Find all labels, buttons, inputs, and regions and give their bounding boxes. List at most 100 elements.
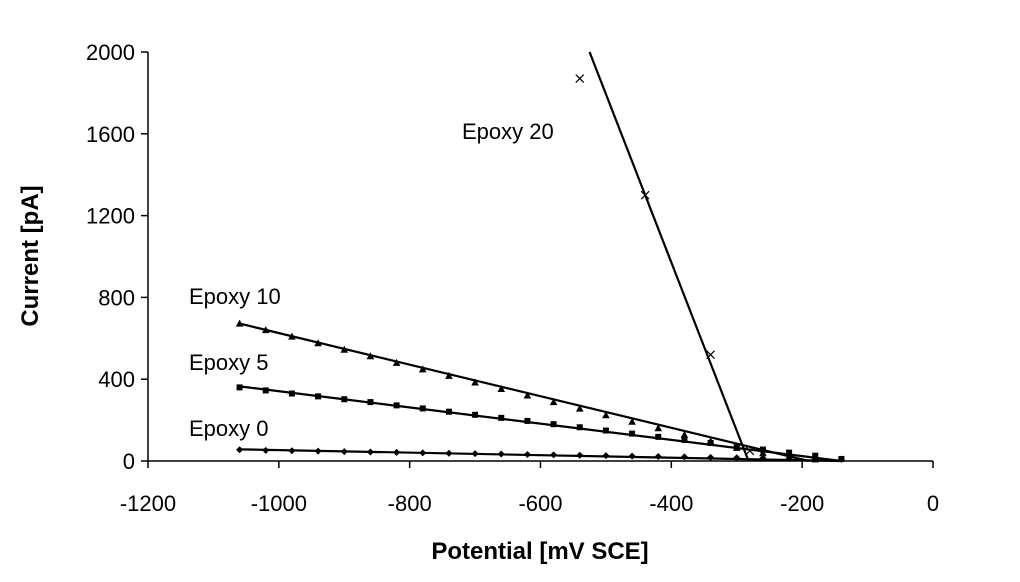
data-point xyxy=(640,190,650,200)
data-point xyxy=(393,448,401,456)
data-point xyxy=(472,411,479,418)
data-point xyxy=(745,446,755,456)
data-point xyxy=(262,387,269,394)
data-point xyxy=(366,448,374,456)
y-tick-label: 400 xyxy=(98,367,135,392)
data-point xyxy=(418,365,427,373)
y-axis-title: Current [pA] xyxy=(17,185,44,326)
data-point xyxy=(393,402,400,409)
data-point xyxy=(524,417,531,424)
data-point xyxy=(628,452,636,460)
data-point xyxy=(314,339,322,347)
axes: -1200 -1000 -800 -600 -400 -200 0 0 400 800 1200 1… xyxy=(86,40,939,516)
data-point xyxy=(236,446,244,454)
data-point xyxy=(707,453,715,461)
data-point xyxy=(602,427,609,434)
x-tick-label: -400 xyxy=(649,491,693,516)
y-ticks: 0 400 800 1200 1600 2000 xyxy=(86,40,148,474)
x-tick-label: -200 xyxy=(780,491,824,516)
y-tick-label: 2000 xyxy=(86,40,135,65)
fit-lines xyxy=(239,51,842,463)
data-point xyxy=(549,398,558,406)
y-tick-label: 0 xyxy=(123,449,135,474)
fit-line-epoxy-20 xyxy=(588,51,750,462)
data-point xyxy=(680,453,688,461)
series-label-epoxy-5: Epoxy 5 xyxy=(189,350,269,375)
data-point xyxy=(706,350,716,360)
data-point xyxy=(576,424,583,431)
data-point xyxy=(366,352,375,360)
x-tick-label: -600 xyxy=(518,491,562,516)
data-point xyxy=(550,451,558,459)
x-tick-label: -800 xyxy=(388,491,432,516)
fit-line-epoxy-0 xyxy=(239,448,842,463)
data-point xyxy=(419,405,426,412)
data-point xyxy=(471,378,479,386)
data-point xyxy=(733,454,741,462)
data-point xyxy=(497,385,506,393)
data-point xyxy=(367,399,374,406)
series-epoxy-10 xyxy=(235,319,820,463)
series-label-epoxy-20: Epoxy 20 xyxy=(462,119,554,144)
fit-line-epoxy-5 xyxy=(239,385,842,463)
data-point xyxy=(235,319,244,327)
series-label-epoxy-0: Epoxy 0 xyxy=(189,416,269,441)
data-point xyxy=(576,451,584,459)
x-axis-title: Potential [mV SCE] xyxy=(431,538,648,565)
data-point xyxy=(628,417,636,425)
data-point xyxy=(445,408,452,415)
data-point xyxy=(602,452,610,460)
y-tick-label: 800 xyxy=(98,285,135,310)
data-point xyxy=(341,396,348,403)
data-point xyxy=(498,414,505,421)
data-point xyxy=(392,358,401,366)
series-label-epoxy-10: Epoxy 10 xyxy=(189,284,281,309)
data-markers xyxy=(235,74,845,463)
data-point xyxy=(681,436,688,443)
data-point xyxy=(629,430,636,437)
data-point xyxy=(655,433,662,440)
data-point xyxy=(315,393,322,400)
series-epoxy-5 xyxy=(236,384,845,462)
data-point xyxy=(497,450,505,458)
y-tick-label: 1600 xyxy=(86,122,135,147)
series-epoxy-0 xyxy=(236,446,845,463)
data-point xyxy=(261,326,270,334)
data-point xyxy=(838,455,845,462)
x-tick-label: 0 xyxy=(927,491,939,516)
data-point xyxy=(550,421,557,428)
series-epoxy-20 xyxy=(575,74,755,456)
x-tick-label: -1000 xyxy=(251,491,307,516)
data-point xyxy=(340,448,348,456)
x-ticks: -1200 -1000 -800 -600 -400 -200 0 xyxy=(120,461,939,516)
data-point xyxy=(759,449,767,457)
data-point xyxy=(575,404,584,412)
x-tick-label: -1200 xyxy=(120,491,176,516)
data-point xyxy=(706,437,715,445)
data-point xyxy=(523,450,531,458)
fit-line-epoxy-10 xyxy=(239,322,809,463)
data-point xyxy=(262,446,270,454)
data-point xyxy=(602,411,610,419)
data-point xyxy=(811,455,820,463)
data-point xyxy=(236,384,243,391)
data-point xyxy=(680,430,689,438)
data-point xyxy=(445,371,453,379)
data-point xyxy=(786,449,793,456)
data-point xyxy=(759,454,767,462)
data-point xyxy=(419,449,427,457)
data-point xyxy=(288,332,296,340)
data-point xyxy=(654,453,662,461)
data-point xyxy=(575,74,585,84)
data-point xyxy=(445,449,453,457)
data-point xyxy=(314,447,322,455)
data-point xyxy=(732,443,741,451)
series-labels: Epoxy 20 Epoxy 10 Epoxy 5 Epoxy 0 xyxy=(189,119,554,441)
data-point xyxy=(288,447,296,455)
data-point xyxy=(340,345,349,353)
data-point xyxy=(471,450,479,458)
data-point xyxy=(785,452,793,460)
data-point xyxy=(523,391,532,399)
y-tick-label: 1200 xyxy=(86,204,135,229)
